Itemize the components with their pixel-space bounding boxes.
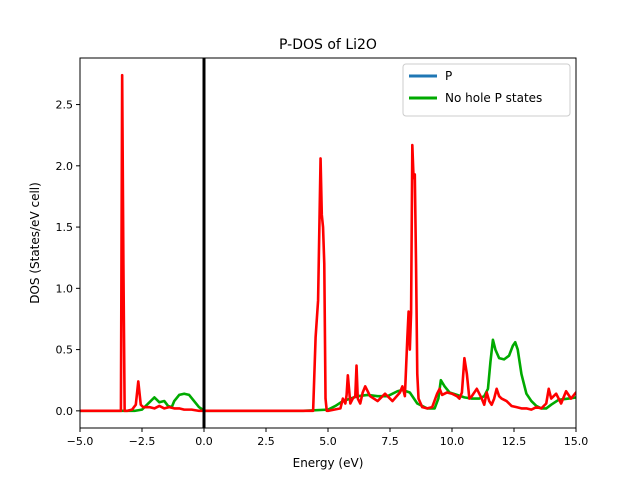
- legend-label: P: [445, 69, 452, 83]
- y-tick-label: 2.5: [56, 99, 74, 112]
- x-tick-label: −5.0: [67, 435, 94, 448]
- x-tick-label: 7.5: [381, 435, 399, 448]
- legend: P No hole P states: [402, 63, 571, 117]
- series-layer: [80, 73, 576, 413]
- x-tick-label: 15.0: [564, 435, 589, 448]
- legend-label: No hole P states: [445, 91, 542, 105]
- x-tick-label: 12.5: [502, 435, 527, 448]
- x-tick-label: 5.0: [319, 435, 337, 448]
- y-tick-label: 2.0: [56, 160, 74, 173]
- x-tick-label: 2.5: [257, 435, 275, 448]
- y-tick-label: 0.0: [56, 405, 74, 418]
- x-tick-label: 0.0: [195, 435, 213, 448]
- chart-title: P-DOS of Li2O: [279, 37, 377, 53]
- x-tick-label: −2.5: [129, 435, 156, 448]
- legend-box: [402, 63, 571, 117]
- x-axis-label: Energy (eV): [293, 456, 364, 470]
- x-tick-label: 10.0: [440, 435, 465, 448]
- x-axis: −5.0 −2.5 0.0 2.5 5.0 7.5 10.0 12.5 15.0: [67, 428, 589, 448]
- y-tick-label: 0.5: [56, 344, 74, 357]
- y-tick-label: 1.5: [56, 221, 74, 234]
- y-tick-label: 1.0: [56, 282, 74, 295]
- series-line-2: [80, 73, 576, 413]
- y-axis: 0.0 0.5 1.0 1.5 2.0 2.5: [56, 99, 80, 418]
- y-axis-label: DOS (States/eV cell): [28, 182, 42, 304]
